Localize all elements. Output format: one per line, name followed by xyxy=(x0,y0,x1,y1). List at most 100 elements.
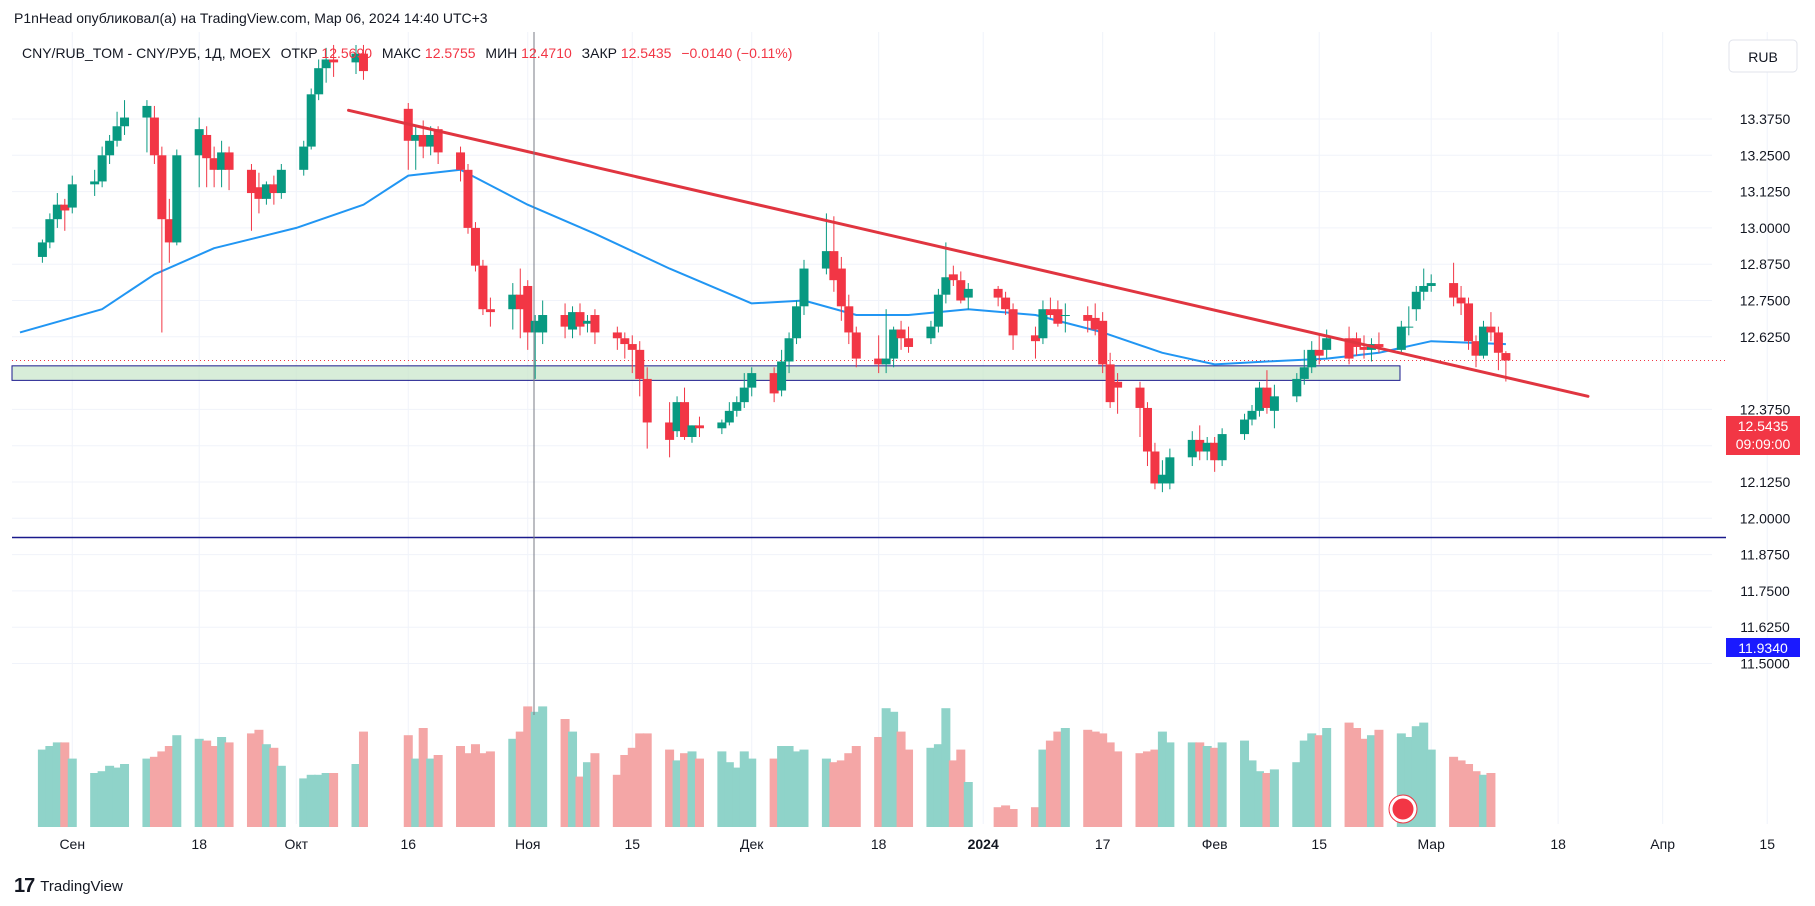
candle-body xyxy=(97,155,107,182)
volume-bar xyxy=(799,749,809,827)
currency-button[interactable]: RUB xyxy=(1728,39,1798,73)
volume-bar xyxy=(246,733,256,827)
candle-body xyxy=(172,155,182,243)
candle xyxy=(1150,442,1160,490)
candle xyxy=(142,100,152,153)
grid xyxy=(12,32,1768,824)
candle xyxy=(687,425,697,443)
candle-body xyxy=(582,320,592,324)
legend-high-label: МАКС xyxy=(382,45,421,61)
candle xyxy=(1486,312,1496,342)
chart-area[interactable]: CNY/RUB_TOM - CNY/РУБ, 1Д, MOEX ОТКР 12.… xyxy=(0,32,1815,854)
candle xyxy=(1008,303,1018,350)
volume-bar xyxy=(1150,749,1160,827)
candle-body xyxy=(411,134,421,141)
candle-body xyxy=(1486,326,1496,333)
volume-bar xyxy=(1083,729,1093,827)
candle xyxy=(463,164,473,234)
candle-body xyxy=(874,358,884,365)
candle xyxy=(1254,381,1264,417)
x-tick-label: Окт xyxy=(284,836,308,852)
candles[interactable] xyxy=(37,44,1511,493)
candle-body xyxy=(1060,315,1070,317)
volume-bar xyxy=(269,747,279,827)
trendline-segment xyxy=(347,108,1590,398)
candle xyxy=(1098,312,1108,374)
candle-body xyxy=(1090,317,1100,330)
candle-body xyxy=(351,53,361,63)
candle-body xyxy=(896,329,906,339)
candle-body xyxy=(627,344,637,350)
candle-body xyxy=(1374,344,1384,347)
candle xyxy=(575,303,585,336)
candle xyxy=(896,320,906,350)
candle-body xyxy=(314,68,324,95)
volume-bar xyxy=(217,737,227,827)
trendline[interactable] xyxy=(347,108,1590,398)
price-chart[interactable]: CNY/RUB_TOM - CNY/РУБ, 1Д, MOEX ОТКР 12.… xyxy=(0,32,1815,854)
candle xyxy=(792,300,802,345)
candle-body xyxy=(1449,283,1459,298)
candle xyxy=(1493,326,1503,371)
candle-body xyxy=(1314,349,1324,356)
flag-marker-icon[interactable] xyxy=(1388,794,1418,824)
volume-bar xyxy=(672,760,682,827)
candle-body xyxy=(1142,407,1152,452)
candle-body xyxy=(724,410,734,423)
candle xyxy=(1456,285,1466,316)
candle xyxy=(67,175,77,214)
candle xyxy=(948,265,958,286)
support-zone xyxy=(11,365,1401,381)
y-tick-label: 13.1250 xyxy=(1740,184,1791,200)
time-axis[interactable]: Сен 18 Окт 16 Ноя 15 Дек 18 2024 17 Фев 15 Мар 18 Апр 1… xyxy=(59,836,1775,852)
candle-body xyxy=(418,134,428,147)
y-tick-label: 12.6250 xyxy=(1740,329,1791,345)
volume-bar xyxy=(1165,742,1175,827)
candle-body xyxy=(1292,378,1302,397)
candle xyxy=(202,126,212,188)
candle-body xyxy=(538,315,548,333)
volume-bar xyxy=(956,749,966,827)
candle-body xyxy=(784,338,794,362)
volume-bar xyxy=(470,744,480,827)
candle-body xyxy=(933,294,943,327)
volume-bar xyxy=(403,735,413,827)
volume-bar xyxy=(37,749,47,827)
volume-bar xyxy=(732,767,742,827)
candle-body xyxy=(635,349,645,379)
volume-bar xyxy=(926,747,936,827)
volume-bar xyxy=(896,731,906,827)
x-tick-label: 16 xyxy=(400,836,416,852)
x-tick-label: 15 xyxy=(1759,836,1775,852)
candle xyxy=(306,88,316,150)
candle xyxy=(724,402,734,426)
candle-body xyxy=(217,152,227,170)
candle-body xyxy=(52,204,62,220)
candle xyxy=(530,315,540,379)
svg-text:CNY/RUB_TOM - CNY/РУБ, 1Д, MOE: CNY/RUB_TOM - CNY/РУБ, 1Д, MOEX ОТКР 12.… xyxy=(22,45,792,61)
candle xyxy=(37,239,47,263)
volume-bar xyxy=(642,733,652,827)
candle xyxy=(874,335,884,374)
candle xyxy=(485,297,495,327)
candle xyxy=(508,283,518,330)
candle-body xyxy=(1165,457,1175,484)
candle xyxy=(1396,320,1406,353)
candle-body xyxy=(1008,309,1018,336)
candle-body xyxy=(1299,367,1309,379)
candle xyxy=(209,146,219,188)
volume-bar xyxy=(717,751,727,827)
volume-bar xyxy=(530,711,540,827)
candle xyxy=(1299,349,1309,385)
y-tick-label: 12.0000 xyxy=(1740,510,1791,526)
candle-body xyxy=(254,187,264,199)
candle xyxy=(732,396,742,417)
candle xyxy=(1404,306,1414,336)
candle xyxy=(1464,297,1474,350)
volume-bar xyxy=(948,760,958,827)
x-tick-label: 18 xyxy=(871,836,887,852)
candle-body xyxy=(1038,309,1048,339)
volume-bar xyxy=(1262,773,1272,827)
price-axis[interactable]: 13.3750 13.2500 13.1250 13.0000 12.8750 12.75… xyxy=(1726,39,1800,672)
candle xyxy=(329,44,339,77)
